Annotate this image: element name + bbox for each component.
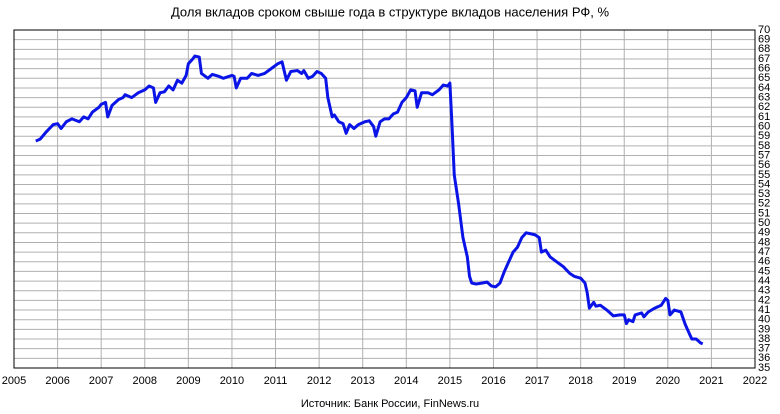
- x-tick-label: 2017: [525, 375, 549, 387]
- x-tick-label: 2006: [45, 375, 69, 387]
- y-tick-label: 65: [758, 72, 770, 84]
- y-tick-label: 67: [758, 53, 770, 65]
- x-tick-label: 2019: [612, 375, 636, 387]
- y-tick-label: 40: [758, 314, 770, 326]
- plot-border: [13, 29, 756, 369]
- y-tick-label: 43: [758, 285, 770, 297]
- source: Источник: Банк России, FinNews.ru: [301, 398, 479, 410]
- y-tick-label: 70: [758, 24, 770, 36]
- x-tick-label: 2009: [176, 375, 200, 387]
- y-tick-label: 60: [758, 120, 770, 132]
- y-tick-label: 49: [758, 227, 770, 239]
- y-tick-label: 50: [758, 217, 770, 229]
- y-tick-label: 64: [758, 82, 770, 94]
- x-tick-label: 2013: [350, 375, 374, 387]
- x-tick-label: 2014: [394, 375, 418, 387]
- y-tick-label: 53: [758, 188, 770, 200]
- y-tick-label: 56: [758, 159, 770, 171]
- y-tick-label: 57: [758, 149, 770, 161]
- y-tick-label: 69: [758, 34, 770, 46]
- chart-title: Доля вкладов сроком свыше года в структу…: [171, 4, 609, 19]
- x-tick-label: 2012: [307, 375, 331, 387]
- y-tick-label: 38: [758, 333, 770, 345]
- x-tick-label: 2016: [481, 375, 505, 387]
- x-tick-label: 2005: [2, 375, 26, 387]
- y-tick-label: 66: [758, 63, 770, 75]
- y-tick-label: 55: [758, 169, 770, 181]
- x-tick-label: 2018: [568, 375, 592, 387]
- y-tick-label: 46: [758, 256, 770, 268]
- x-tick-label: 2007: [89, 375, 113, 387]
- y-tick-label: 42: [758, 294, 770, 306]
- y-tick-label: 35: [758, 362, 770, 374]
- y-tick-label: 52: [758, 198, 770, 210]
- y-tick-label: 51: [758, 207, 770, 219]
- y-tick-label: 45: [758, 265, 770, 277]
- x-tick-label: 2022: [743, 375, 767, 387]
- y-tick-label: 36: [758, 352, 770, 364]
- y-tick-label: 48: [758, 236, 770, 248]
- y-tick-label: 41: [758, 304, 770, 316]
- y-tick-label: 61: [758, 111, 770, 123]
- y-tick-label: 37: [758, 343, 770, 355]
- x-tick-label: 2021: [699, 375, 723, 387]
- data-line: [35, 54, 704, 346]
- y-tick-label: 39: [758, 323, 770, 335]
- x-tick-label: 2020: [656, 375, 680, 387]
- y-tick-label: 47: [758, 246, 770, 258]
- x-tick-label: 2010: [220, 375, 244, 387]
- x-tick-label: 2008: [133, 375, 157, 387]
- y-tick-label: 44: [758, 275, 770, 287]
- y-tick-label: 59: [758, 130, 770, 142]
- y-tick-label: 58: [758, 140, 770, 152]
- y-tick-label: 62: [758, 101, 770, 113]
- y-tick-label: 63: [758, 92, 770, 104]
- y-tick-label: 68: [758, 43, 770, 55]
- y-tick-label: 54: [758, 178, 770, 190]
- x-tick-label: 2015: [438, 375, 462, 387]
- x-tick-label: 2011: [264, 375, 288, 387]
